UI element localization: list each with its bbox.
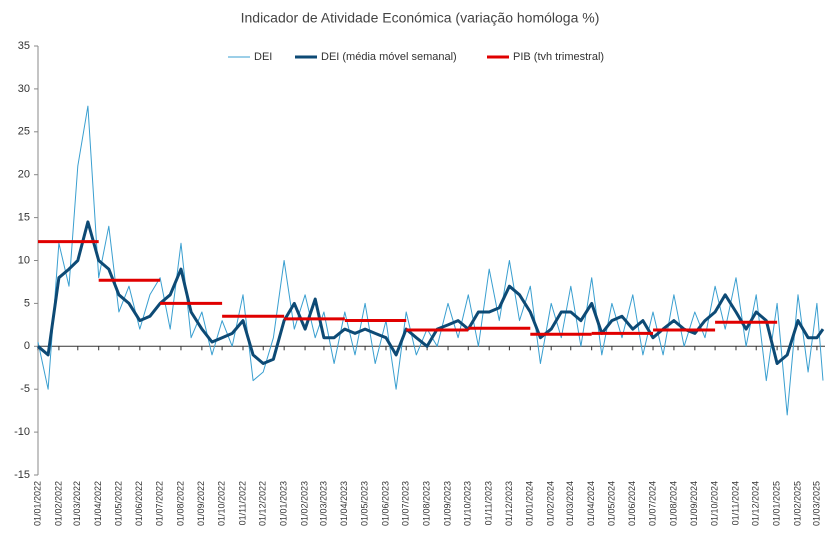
x-tick-label: 01/01/2025 xyxy=(771,481,781,526)
x-tick-label: 01/06/2023 xyxy=(380,481,390,526)
y-tick-label: 30 xyxy=(18,83,30,95)
y-tick-label: 35 xyxy=(18,40,30,52)
x-tick-label: 01/07/2024 xyxy=(647,481,657,526)
y-tick-label: 0 xyxy=(24,340,30,352)
x-tick-label: 01/01/2023 xyxy=(279,481,289,526)
x-tick-label: 01/12/2022 xyxy=(258,481,268,526)
y-tick-label: 25 xyxy=(18,126,30,138)
chart-title: Indicador de Atividade Económica (variaç… xyxy=(241,10,600,26)
x-tick-label: 01/02/2023 xyxy=(299,481,309,526)
y-tick-label: 15 xyxy=(18,212,30,224)
x-tick-label: 01/02/2024 xyxy=(546,481,556,526)
y-tick-label: -5 xyxy=(20,383,30,395)
x-tick-label: 01/09/2024 xyxy=(689,481,699,526)
x-tick-label: 01/07/2023 xyxy=(401,481,411,526)
legend-label: DEI xyxy=(254,51,272,63)
x-tick-label: 01/01/2024 xyxy=(525,481,535,526)
y-tick-label: 5 xyxy=(24,297,30,309)
x-tick-label: 01/08/2024 xyxy=(668,481,678,526)
x-tick-label: 01/12/2023 xyxy=(504,481,514,526)
x-tick-label: 01/05/2024 xyxy=(606,481,616,526)
x-tick-label: 01/11/2022 xyxy=(237,481,247,525)
y-tick-label: -15 xyxy=(14,469,30,481)
x-tick-label: 01/09/2022 xyxy=(196,481,206,526)
x-tick-label: 01/06/2024 xyxy=(627,481,637,526)
x-tick-label: 01/03/2022 xyxy=(72,481,82,526)
x-tick-label: 01/05/2022 xyxy=(113,481,123,526)
x-tick-label: 01/08/2022 xyxy=(175,481,185,526)
series-line xyxy=(37,220,825,365)
x-tick-label: 01/11/2024 xyxy=(730,481,740,525)
x-tick-label: 01/10/2022 xyxy=(216,481,226,526)
x-tick-label: 01/04/2023 xyxy=(339,481,349,526)
x-tick-label: 01/09/2023 xyxy=(442,481,452,526)
x-tick-label: 01/04/2024 xyxy=(586,481,596,526)
x-tick-label: 01/07/2022 xyxy=(154,481,164,526)
x-tick-label: 01/01/2022 xyxy=(32,481,42,526)
legend-label: DEI (média móvel semanal) xyxy=(321,51,457,63)
x-tick-label: 01/04/2022 xyxy=(93,481,103,526)
x-tick-label: 01/03/2025 xyxy=(811,481,821,526)
x-tick-label: 01/10/2024 xyxy=(709,481,719,526)
x-tick-label: 01/05/2023 xyxy=(359,481,369,526)
y-tick-label: 10 xyxy=(18,254,30,266)
x-tick-label: 01/08/2023 xyxy=(421,481,431,526)
x-tick-label: 01/03/2023 xyxy=(318,481,328,526)
x-tick-label: 01/03/2024 xyxy=(565,481,575,526)
x-tick-label: 01/06/2022 xyxy=(134,481,144,526)
y-tick-label: 20 xyxy=(18,169,30,181)
x-tick-label: 01/11/2023 xyxy=(484,481,494,525)
x-tick-label: 01/10/2023 xyxy=(463,481,473,526)
x-tick-label: 01/02/2022 xyxy=(53,481,63,526)
x-tick-label: 01/02/2025 xyxy=(792,481,802,526)
y-tick-label: -10 xyxy=(14,426,30,438)
legend-label: PIB (tvh trimestral) xyxy=(513,51,604,63)
series-line xyxy=(37,105,824,416)
x-tick-label: 01/12/2024 xyxy=(751,481,761,526)
